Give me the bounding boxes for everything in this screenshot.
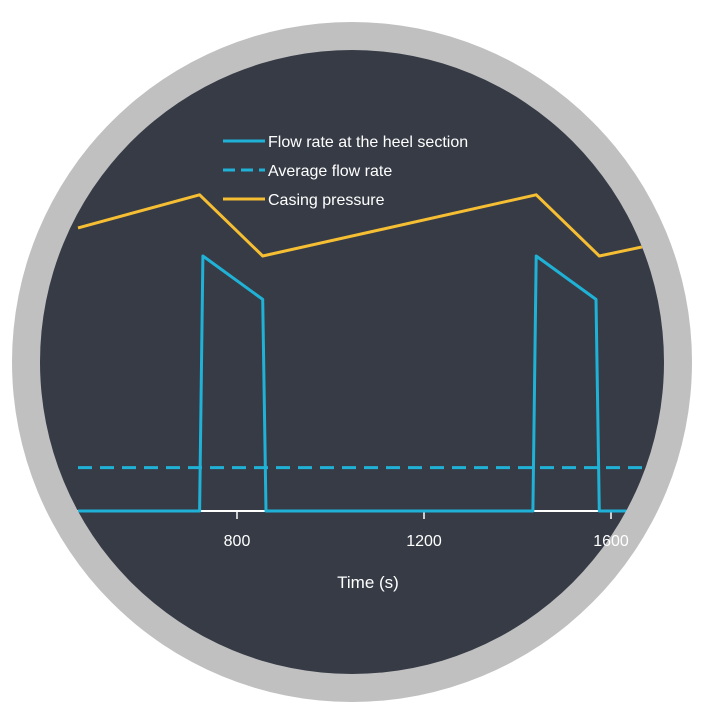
series-line-casing-pressure	[77, 193, 664, 258]
x-tick-labels: 800 1200 1600	[224, 533, 629, 550]
legend-label-casing-pressure: Casing pressure	[268, 192, 385, 209]
plot-background	[40, 50, 664, 674]
plot-area	[70, 193, 664, 519]
x-tick-label-1200: 1200	[406, 533, 442, 550]
series-line-flow-rate-at-the-heel-section	[78, 254, 664, 513]
series-layer	[77, 193, 664, 513]
x-tick-label-800: 800	[224, 533, 251, 550]
x-axis-title: Time (s)	[337, 573, 399, 592]
legend-label-average-flow-rate: Average flow rate	[268, 163, 392, 180]
legend-label-flow-rate-at-the-heel-section: Flow rate at the heel section	[268, 134, 468, 151]
x-tick-label-1600: 1600	[593, 533, 629, 550]
legend: Flow rate at the heel section Average flo…	[223, 134, 468, 209]
